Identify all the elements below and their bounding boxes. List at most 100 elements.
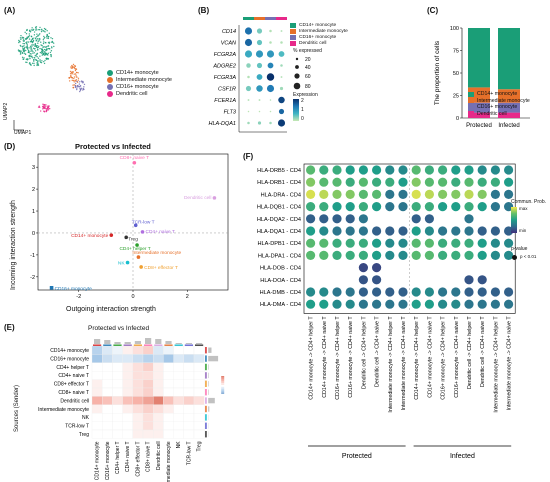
heatmap-cell: [163, 345, 174, 355]
heatmap-cell: [173, 396, 184, 405]
umap-cell-point: [35, 55, 37, 57]
umap-cell-point: [36, 56, 38, 58]
umap-cell-point: [36, 46, 39, 49]
lr-probability-dot: [345, 214, 355, 224]
umap-cell-point: [28, 35, 31, 37]
lr-pair-label: HLA-DOB - CD4: [260, 266, 301, 272]
lr-probability-dot: [411, 165, 421, 175]
lr-probability-dot: [372, 189, 382, 199]
size-legend-label: 60: [305, 74, 311, 80]
umap-cell-point: [29, 53, 31, 55]
heatmap-legend-swatch: [221, 385, 225, 387]
lr-source-target-label: Dendritic cell -> CD4+ helper T: [361, 316, 367, 389]
umap-cell-point: [31, 27, 33, 29]
lr-probability-dot: [411, 189, 421, 199]
lr-pair-label: HLA-DPA1 - CD4: [258, 253, 301, 259]
lr-pair-label: HLA-DQA1 - CD4: [257, 229, 301, 235]
umap-cell-point: [69, 72, 72, 75]
umap-cell-point: [44, 51, 46, 54]
heatmap-legend-swatch: [221, 392, 225, 394]
heatmap-cell: [112, 429, 123, 439]
heatmap-cell: [91, 429, 103, 439]
lr-pair-label: HLA-DPB1 - CD4: [257, 241, 301, 247]
umap-cell-point: [73, 84, 75, 86]
heatmap-cell: [102, 379, 113, 389]
pvalue-dot: [512, 255, 517, 260]
heatmap-col-sum-bar: [94, 339, 101, 344]
scatter-y-tick-label: -2: [30, 275, 35, 281]
lr-probability-dot: [477, 238, 487, 248]
bar-segment: [498, 102, 520, 113]
gene-expression-dot: [279, 86, 284, 91]
heatmap-cell: [163, 413, 174, 422]
umap-cell-point: [68, 80, 71, 82]
umap-cell-point: [74, 84, 76, 87]
umap-plot: [13, 26, 86, 131]
lr-probability-dot: [306, 250, 316, 260]
umap-cell-point: [25, 33, 28, 35]
lr-probability-dot: [438, 202, 448, 212]
gene-expression-dot: [269, 29, 272, 33]
heatmap-legend-swatch: [221, 386, 225, 389]
umap-cell-point: [73, 81, 75, 83]
heatmap-cell: [193, 371, 205, 380]
lr-probability-dot: [358, 165, 368, 175]
heatmap-row-sum-bar: [208, 381, 209, 387]
lr-probability-dot: [306, 165, 316, 175]
gene-expression-dot: [269, 99, 272, 101]
heatmap-cell: [102, 387, 113, 397]
heatmap-cell: [91, 404, 103, 414]
umap-cell-point: [26, 29, 28, 32]
heatmap-row-color-tag: [205, 431, 207, 438]
heatmap-cell: [122, 354, 133, 363]
umap-cell-point: [33, 62, 35, 65]
lr-probability-dot: [385, 299, 395, 309]
heatmap-cell: [173, 379, 184, 389]
heatmap-col-sum-bar: [104, 340, 111, 344]
scatter-y-tick-label: 1: [32, 209, 35, 215]
umap-cell-point: [26, 58, 28, 60]
heatmap-row-label: TCR-low T: [65, 424, 89, 430]
gene-expression-dot: [278, 108, 285, 115]
scatter-point: [212, 196, 217, 200]
heatmap-cell: [142, 379, 154, 389]
heatmap-cell: [102, 354, 113, 363]
heatmap-col-color-tag: [184, 344, 193, 346]
umap-cell-point: [75, 74, 77, 76]
gene-expression-dot: [258, 110, 261, 113]
umap-cell-point: [48, 48, 50, 50]
umap-cell-point: [17, 49, 20, 51]
umap-cell-point: [34, 44, 36, 47]
umap-cell-point: [19, 37, 22, 39]
heatmap-col-color-tag: [113, 344, 122, 346]
legend-label: Intermediate monocyte: [477, 97, 530, 104]
umap-cell-point: [35, 59, 37, 61]
heatmap-cell: [142, 413, 154, 422]
lr-probability-dot: [332, 189, 342, 199]
umap-cell-point: [42, 42, 45, 45]
heatmap-col-sum-bar: [134, 341, 141, 344]
scatter-ylabel: Incoming interaction strength: [10, 200, 17, 290]
lr-probability-dot: [398, 189, 408, 199]
umap-cell-point: [43, 105, 45, 107]
umap-cell-point: [74, 69, 77, 72]
lr-probability-dot: [306, 238, 316, 248]
heatmap-cell: [122, 404, 133, 414]
umap-legend-item: Intermediate monocyte: [107, 76, 172, 83]
umap-cell-point: [31, 55, 33, 57]
size-legend-dot: [293, 82, 301, 90]
heatmap-cell: [132, 413, 144, 422]
umap-cell-point: [38, 28, 40, 31]
heatmap-row-label: CD16+ monocyte: [50, 356, 89, 362]
heatmap-cell: [142, 362, 154, 372]
umap-cell-point: [26, 42, 28, 45]
umap-cell-point: [23, 40, 25, 42]
heatmap-row-color-tag: [205, 380, 207, 387]
umap-cell-point: [43, 41, 45, 43]
heatmap-cell: [173, 387, 184, 397]
heatmap-cell: [153, 404, 164, 414]
lr-probability-dot: [385, 238, 395, 248]
umap-cell-point: [45, 53, 48, 55]
lr-probability-dot: [464, 177, 474, 187]
heatmap-row-color-tag: [205, 414, 207, 421]
